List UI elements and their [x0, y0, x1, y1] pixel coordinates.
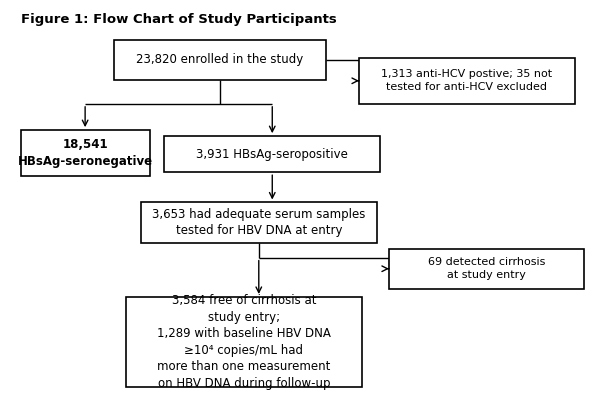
Text: 69 detected cirrhosis
at study entry: 69 detected cirrhosis at study entry: [428, 257, 545, 280]
FancyBboxPatch shape: [113, 40, 326, 80]
Text: Figure 1: Flow Chart of Study Participants: Figure 1: Flow Chart of Study Participan…: [21, 13, 337, 26]
FancyBboxPatch shape: [389, 249, 583, 289]
Text: 3,584 free of cirrhosis at
study entry;
1,289 with baseline HBV DNA
≥10⁴ copies/: 3,584 free of cirrhosis at study entry; …: [157, 294, 331, 390]
FancyBboxPatch shape: [141, 202, 377, 243]
Text: 3,931 HBsAg-seropositive: 3,931 HBsAg-seropositive: [196, 148, 348, 161]
FancyBboxPatch shape: [21, 130, 149, 176]
Text: 1,313 anti-HCV postive; 35 not
tested for anti-HCV excluded: 1,313 anti-HCV postive; 35 not tested fo…: [381, 69, 552, 92]
FancyBboxPatch shape: [164, 136, 380, 172]
FancyBboxPatch shape: [359, 58, 575, 104]
Text: 3,653 had adequate serum samples
tested for HBV DNA at entry: 3,653 had adequate serum samples tested …: [152, 208, 365, 237]
Text: 18,541
HBsAg-seronegative: 18,541 HBsAg-seronegative: [18, 139, 153, 168]
FancyBboxPatch shape: [125, 297, 362, 387]
Text: 23,820 enrolled in the study: 23,820 enrolled in the study: [136, 53, 303, 66]
